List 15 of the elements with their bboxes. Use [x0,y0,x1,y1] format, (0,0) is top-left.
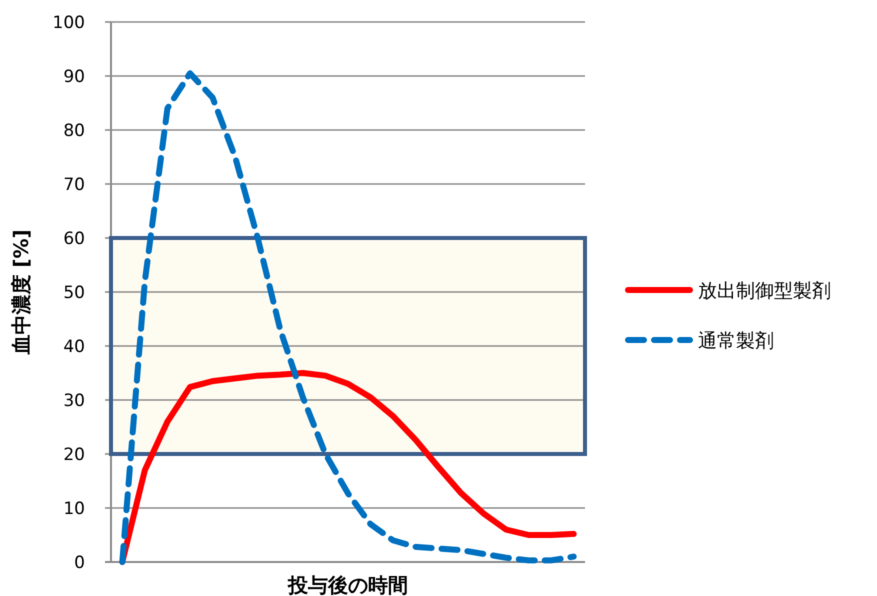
y-tick-label: 90 [63,67,85,87]
y-tick-label: 30 [63,391,85,411]
y-tick-label: 100 [52,13,85,33]
legend-label: 放出制御型製剤 [698,280,831,302]
y-tick-label: 20 [63,445,85,465]
y-tick-label: 60 [63,229,85,249]
legend-label: 通常製剤 [698,330,774,352]
y-axis-title: 血中濃度 [%] [9,229,33,356]
y-tick-label: 0 [74,553,85,573]
y-tick-label: 10 [63,499,85,519]
y-tick-label: 40 [63,337,85,357]
y-tick-label: 50 [63,283,85,303]
x-axis-title: 投与後の時間 [287,573,408,596]
y-tick-label: 70 [63,175,85,195]
y-tick-label: 80 [63,121,85,141]
